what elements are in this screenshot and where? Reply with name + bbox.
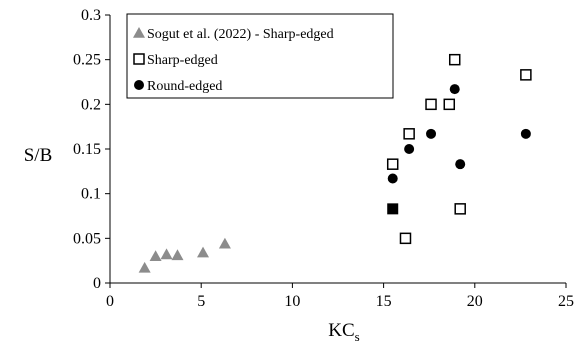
x-tick-label: 5 [197,293,205,310]
circle-point [449,84,460,95]
x-tick-label: 20 [467,293,483,310]
y-tick-label: 0.3 [81,7,101,24]
x-tick-label: 0 [106,293,114,310]
circle-point [426,128,437,139]
legend-marker-open-square-point [133,53,145,65]
y-tick-label: 0.05 [73,230,101,247]
open-square-point [448,53,461,66]
legend-label: Sogut et al. (2022) - Sharp-edged [147,27,334,42]
circle-point [455,159,466,170]
open-square-point [403,128,415,140]
legend-box [126,13,394,99]
legend-label: Sharp-edged [147,53,218,68]
triangle-point [149,250,162,261]
open-square-point [520,69,532,81]
triangle-point [197,246,210,258]
circle-point [520,128,531,139]
open-square-point [454,203,466,215]
open-square-point [399,232,412,245]
legend-label: Round-edged [147,79,222,94]
open-square-point [425,98,437,111]
x-tick-label: 10 [284,293,300,310]
x-axis-title-main: KC [328,320,354,341]
circle-point [404,144,415,154]
legend-marker-triangle-point [133,27,145,38]
open-square-point [443,98,456,111]
x-tick-label: 15 [376,293,392,310]
y-tick-label: 0 [93,275,101,292]
filled-square-point [387,203,399,215]
y-tick-label: 0.1 [81,186,101,203]
triangle-point [218,237,231,249]
y-tick-label: 0.25 [73,52,101,69]
y-tick-label: 0.15 [73,141,101,158]
x-axis-title-subscript: s [355,329,360,344]
x-tick-label: 25 [558,293,574,310]
triangle-point [138,261,151,273]
y-axis-title: S/B [24,145,53,166]
y-tick-label: 0.2 [81,96,101,113]
circle-point [387,173,398,184]
ticks: 0 5 10 15 20 25 0 0.05 0.1 0.15 0.2 0.25 0.3 [73,7,574,310]
data-marks [138,53,532,273]
open-square-point [386,158,399,170]
x-axis-title: KCs [328,320,359,344]
legend-marker-circle-point [134,80,144,90]
legend: Sogut et al. (2022) - Sharp-edged Sharp-e… [126,13,394,99]
triangle-point [171,249,184,261]
triangle-point [160,248,173,260]
